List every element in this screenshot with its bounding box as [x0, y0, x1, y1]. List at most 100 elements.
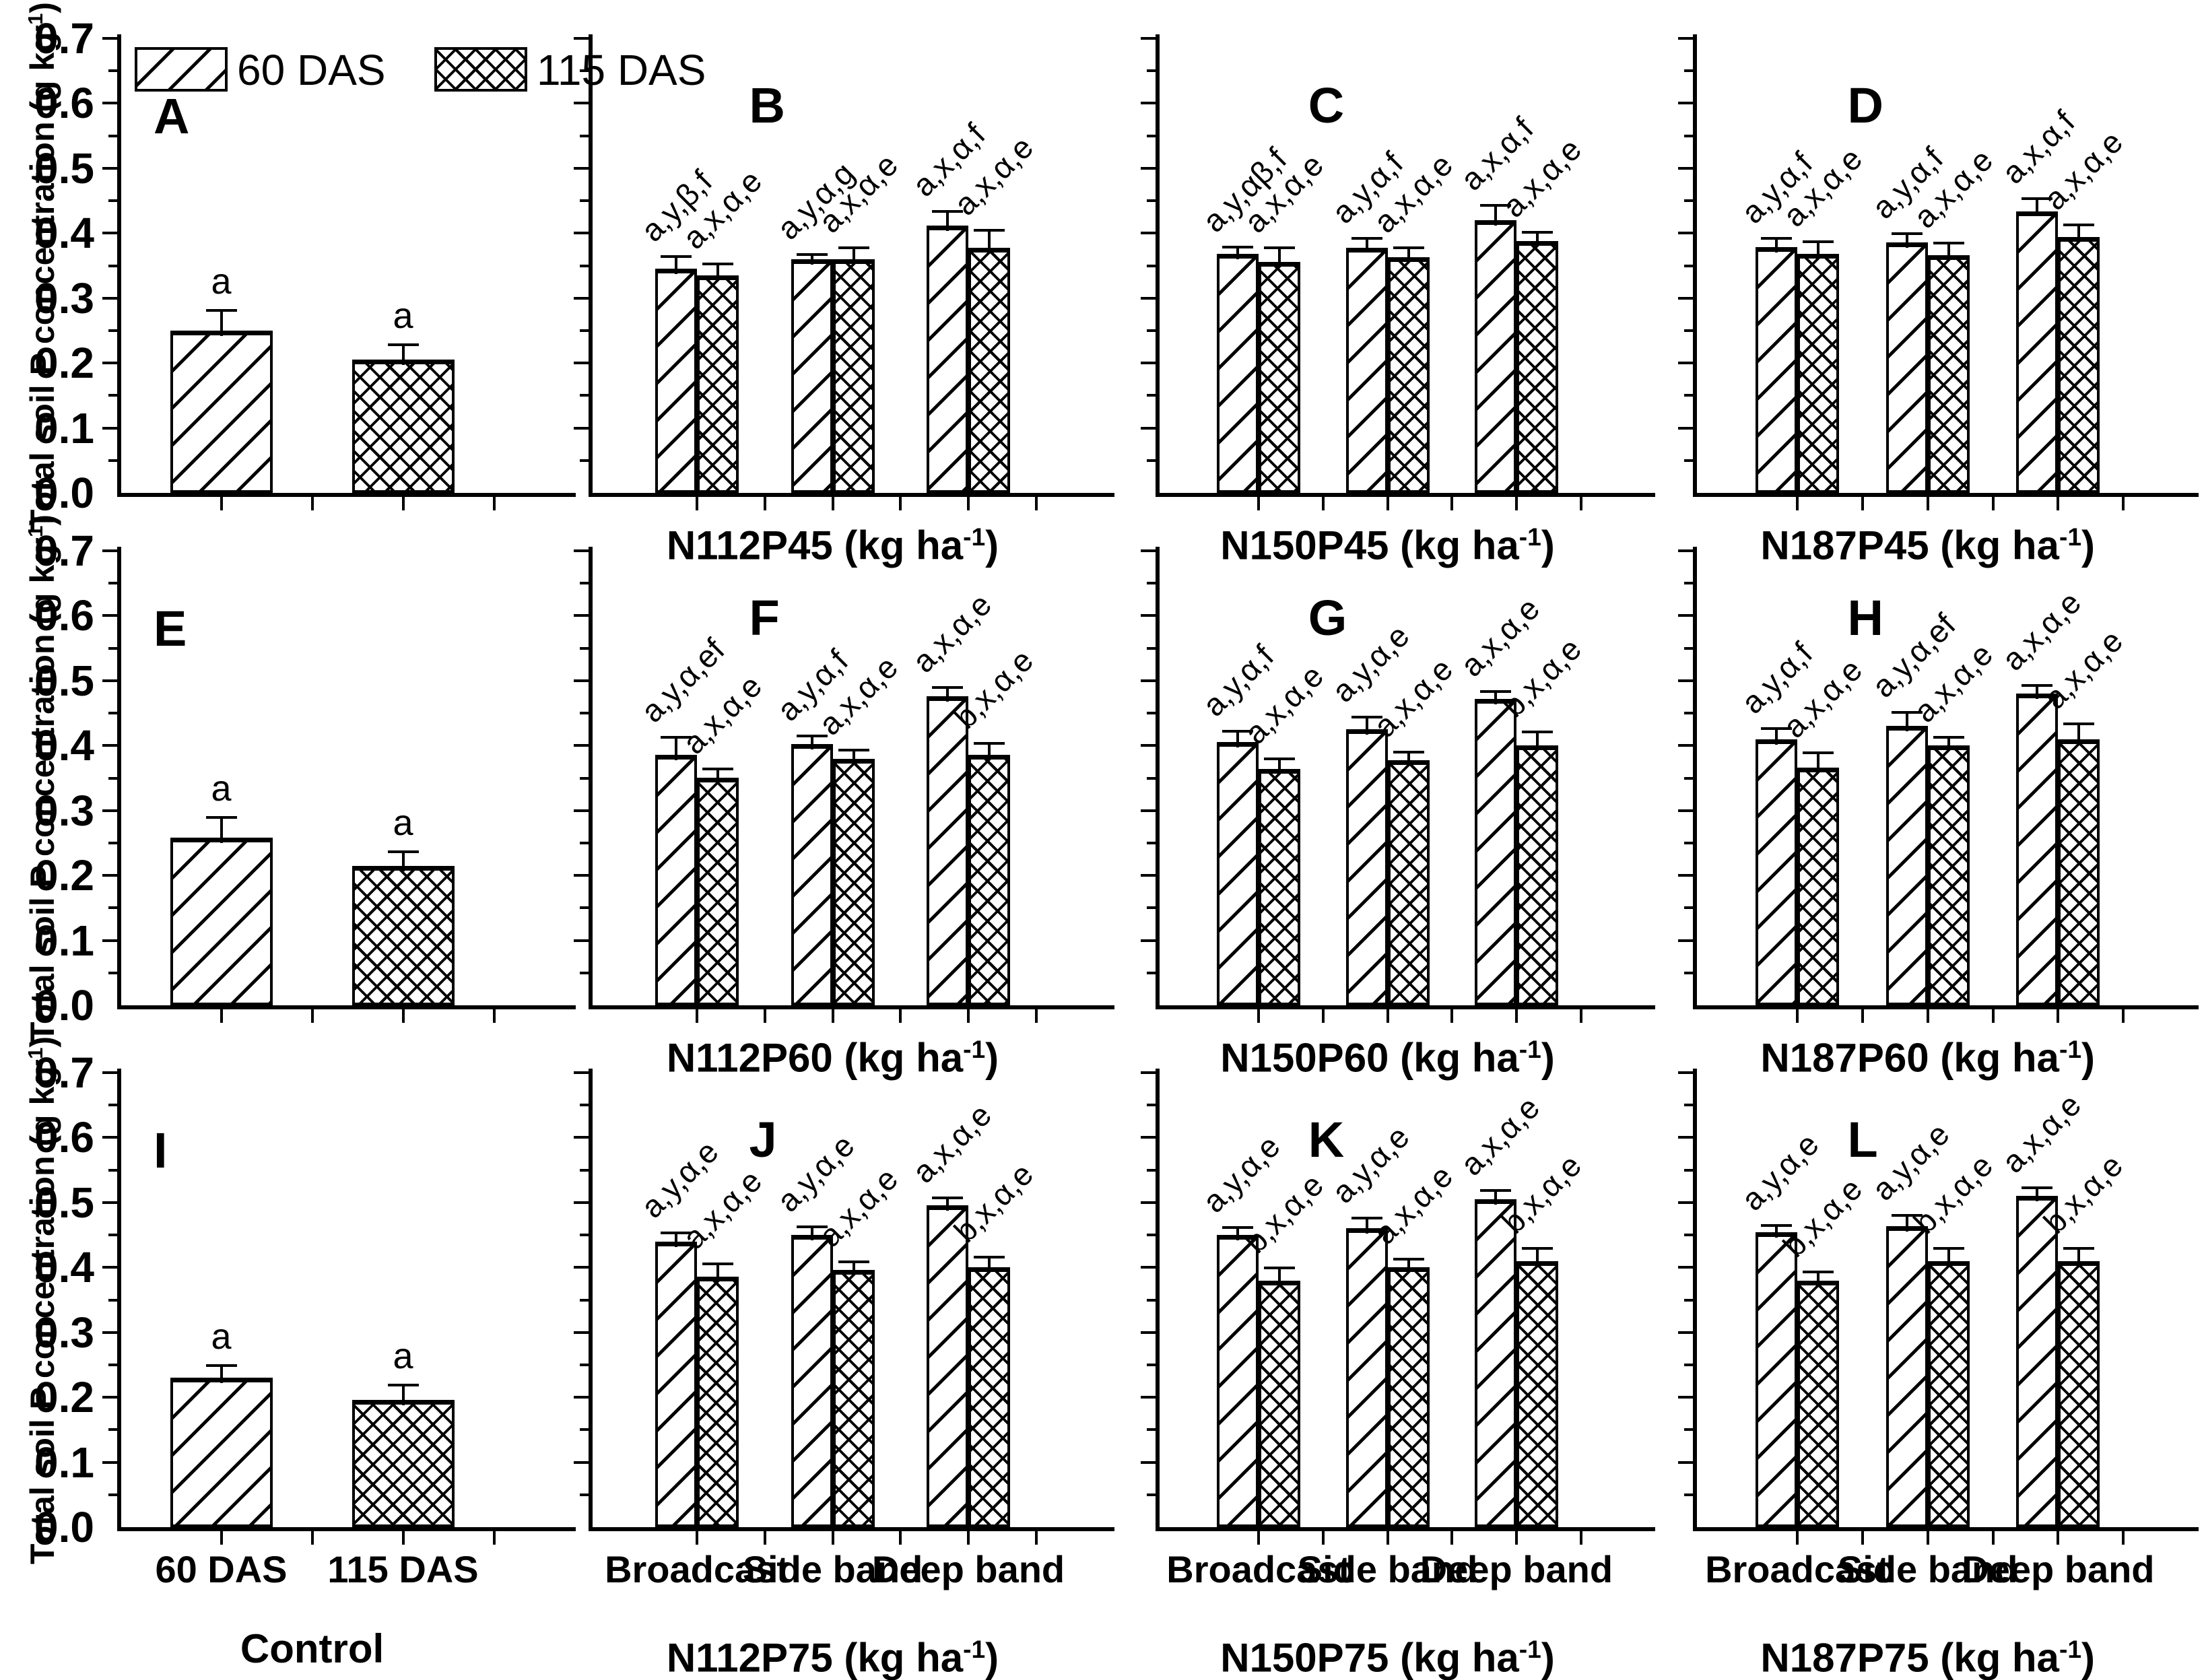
stat-annotation: a — [211, 1316, 232, 1357]
error-bar-cap — [2022, 197, 2053, 201]
x-tick — [967, 1531, 970, 1545]
x-axis-line — [1156, 493, 1655, 497]
y-tick-label: 0.2 — [34, 339, 94, 388]
panel-letter: H — [1847, 590, 1883, 646]
y-major-tick — [574, 166, 589, 170]
error-bar-cap — [1351, 236, 1382, 240]
error-bar-cap — [1521, 1247, 1553, 1250]
bar-60-DAS — [2016, 211, 2059, 493]
x-tick — [1514, 1009, 1518, 1023]
error-bar-stem — [401, 1385, 405, 1405]
y-minor-tick — [108, 646, 117, 650]
y-major-tick — [574, 1266, 589, 1269]
y-minor-tick — [1147, 971, 1156, 974]
y-tick-label: 0.5 — [34, 656, 94, 705]
error-bar-cap — [838, 1260, 869, 1263]
y-major-tick — [1141, 939, 1156, 942]
y-tick-label: 0.1 — [34, 403, 94, 452]
x-tick — [1796, 1531, 1799, 1545]
y-minor-tick — [580, 971, 589, 974]
y-minor-tick — [1684, 264, 1693, 267]
bar-60-DAS — [1217, 742, 1259, 1005]
error-bar-stem — [1236, 247, 1240, 260]
y-major-tick — [1141, 744, 1156, 747]
y-major-tick — [1678, 37, 1693, 40]
legend-swatch-115das — [434, 47, 527, 92]
y-minor-tick — [1684, 906, 1693, 910]
error-bar-cap — [1393, 750, 1424, 753]
y-tick-label: 0.3 — [34, 786, 94, 835]
group-label: N112P60 (kg ha-1) — [666, 1035, 999, 1081]
bar-60-DAS — [2016, 1196, 2059, 1527]
error-bar-stem — [2036, 685, 2039, 700]
y-major-tick — [1141, 1266, 1156, 1269]
y-minor-tick — [1147, 199, 1156, 203]
y-tick-label: 0.4 — [34, 721, 94, 770]
error-bar-stem — [1947, 737, 1950, 751]
error-bar-cap — [1933, 1247, 1964, 1250]
x-tick — [1321, 1009, 1325, 1023]
y-minor-tick — [1147, 1428, 1156, 1432]
y-minor-tick — [1147, 906, 1156, 910]
x-tick-label: 60 DAS — [155, 1548, 288, 1590]
y-minor-tick — [1147, 841, 1156, 844]
y-minor-tick — [580, 1298, 589, 1302]
stat-annotation: a,x,α,e — [905, 586, 999, 680]
error-bar-cap — [702, 767, 733, 770]
error-bar-cap — [2063, 723, 2095, 726]
error-bar-stem — [1407, 1259, 1410, 1273]
y-tick-label: 0.2 — [34, 1373, 94, 1422]
y-major-tick — [1141, 679, 1156, 682]
error-bar-stem — [852, 751, 855, 764]
error-bar-cap — [387, 1383, 419, 1386]
x-tick — [401, 1531, 405, 1545]
error-bar-cap — [1479, 1189, 1511, 1192]
y-axis-line — [1693, 1069, 1697, 1531]
stat-annotation: a — [393, 1335, 413, 1376]
error-bar-stem — [1535, 233, 1539, 246]
y-axis-line — [117, 1069, 121, 1531]
group-label: N187P60 (kg ha-1) — [1760, 1035, 2095, 1081]
y-minor-tick — [1684, 841, 1693, 844]
error-bar-stem — [946, 212, 949, 231]
error-bar-stem — [1494, 205, 1497, 226]
y-tick-label: 0.7 — [34, 14, 94, 63]
error-bar-cap — [1222, 730, 1254, 733]
y-major-tick — [102, 874, 117, 877]
error-bar-stem — [1278, 759, 1281, 774]
y-major-tick — [102, 679, 117, 682]
group-label: N150P75 (kg ha-1) — [1220, 1635, 1555, 1680]
y-tick-label: 0.1 — [34, 916, 94, 965]
y-major-tick — [102, 614, 117, 617]
y-minor-tick — [580, 1234, 589, 1237]
y-minor-tick — [1147, 394, 1156, 397]
y-major-tick — [1141, 426, 1156, 430]
x-tick — [831, 497, 834, 510]
y-minor-tick — [1147, 582, 1156, 585]
y-major-tick — [1141, 1460, 1156, 1464]
x-tick — [899, 1531, 902, 1545]
bar-115-DAS — [697, 777, 739, 1005]
y-minor-tick — [108, 1104, 117, 1107]
y-minor-tick — [108, 1363, 117, 1366]
y-minor-tick — [108, 582, 117, 585]
y-minor-tick — [580, 776, 589, 780]
y-minor-tick — [1684, 971, 1693, 974]
y-axis-line — [1156, 547, 1160, 1009]
y-major-tick — [1678, 1136, 1693, 1139]
y-major-tick — [102, 166, 117, 170]
x-tick — [1579, 1531, 1582, 1545]
error-bar-cap — [2022, 683, 2053, 687]
x-tick — [2057, 1531, 2060, 1545]
error-bar-cap — [2063, 1247, 2095, 1250]
error-bar-stem — [1278, 248, 1281, 267]
x-tick — [1386, 497, 1389, 510]
x-tick — [1386, 1009, 1389, 1023]
y-tick-label: 0.4 — [34, 209, 94, 258]
error-bar-cap — [1891, 711, 1923, 714]
y-minor-tick — [1147, 1493, 1156, 1496]
error-bar-stem — [1905, 234, 1908, 248]
bar-60-DAS — [1756, 739, 1797, 1005]
x-axis-line — [117, 1527, 576, 1531]
error-bar-cap — [387, 850, 419, 854]
